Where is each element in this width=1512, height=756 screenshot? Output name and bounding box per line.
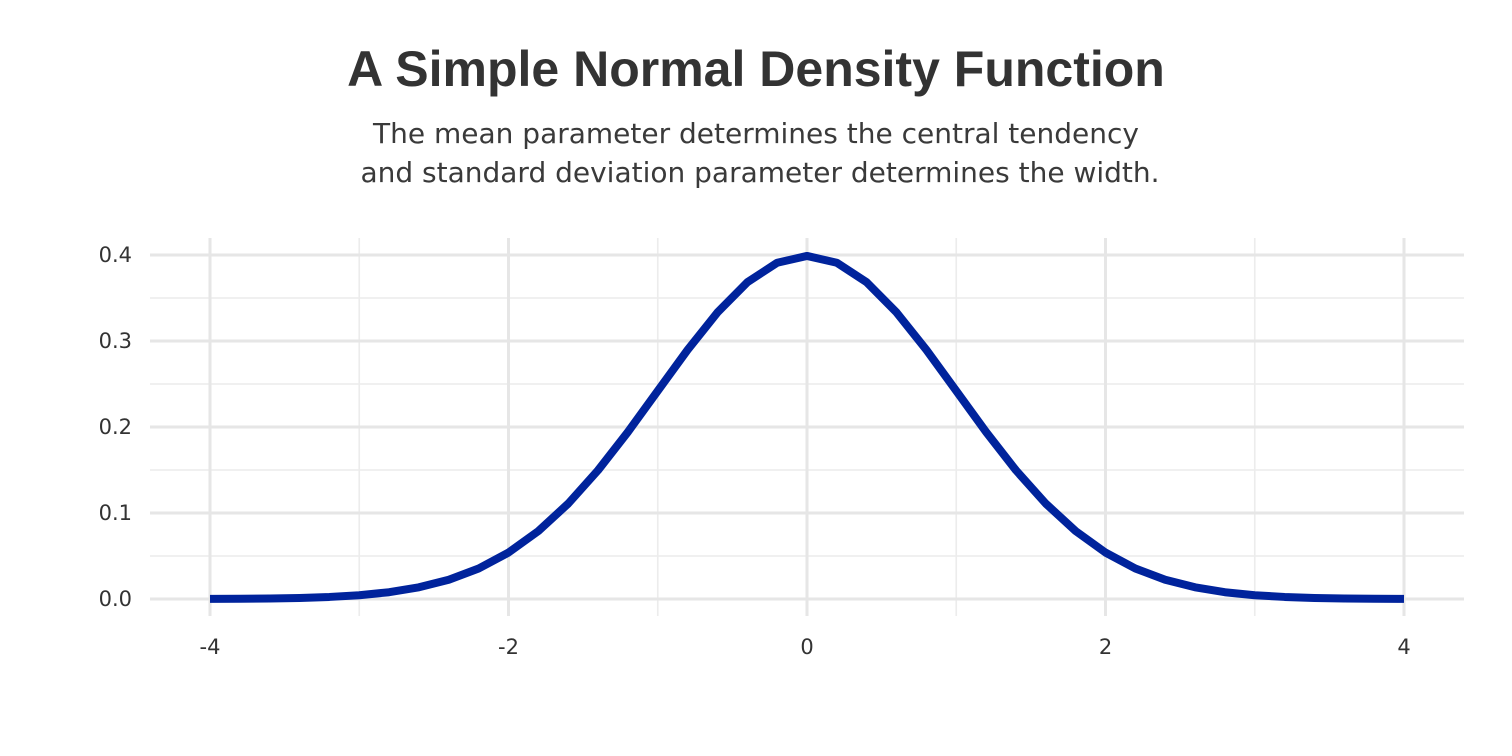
density-curve (209, 251, 1405, 603)
chart-title: A Simple Normal Density Function (347, 41, 1165, 97)
x-tick-label: 0 (800, 635, 813, 659)
grid-lines (150, 238, 1464, 616)
y-tick-label: 0.2 (99, 415, 132, 439)
x-tick-label: -4 (200, 635, 221, 659)
series-layer (209, 251, 1405, 603)
chart-subtitle-line-1: The mean parameter determines the centra… (372, 117, 1139, 150)
y-tick-label: 0.3 (99, 329, 132, 353)
axis-tick-labels: -4 -2 0 2 4 0.0 0.1 0.2 0.3 0.4 (99, 243, 1411, 659)
y-tick-label: 0.4 (99, 243, 132, 267)
y-tick-label: 0.1 (99, 501, 132, 525)
x-tick-label: 2 (1099, 635, 1112, 659)
chart-subtitle-line-2: and standard deviation parameter determi… (360, 156, 1159, 189)
x-tick-label: -2 (498, 635, 519, 659)
y-tick-label: 0.0 (99, 587, 132, 611)
x-tick-label: 4 (1397, 635, 1410, 659)
